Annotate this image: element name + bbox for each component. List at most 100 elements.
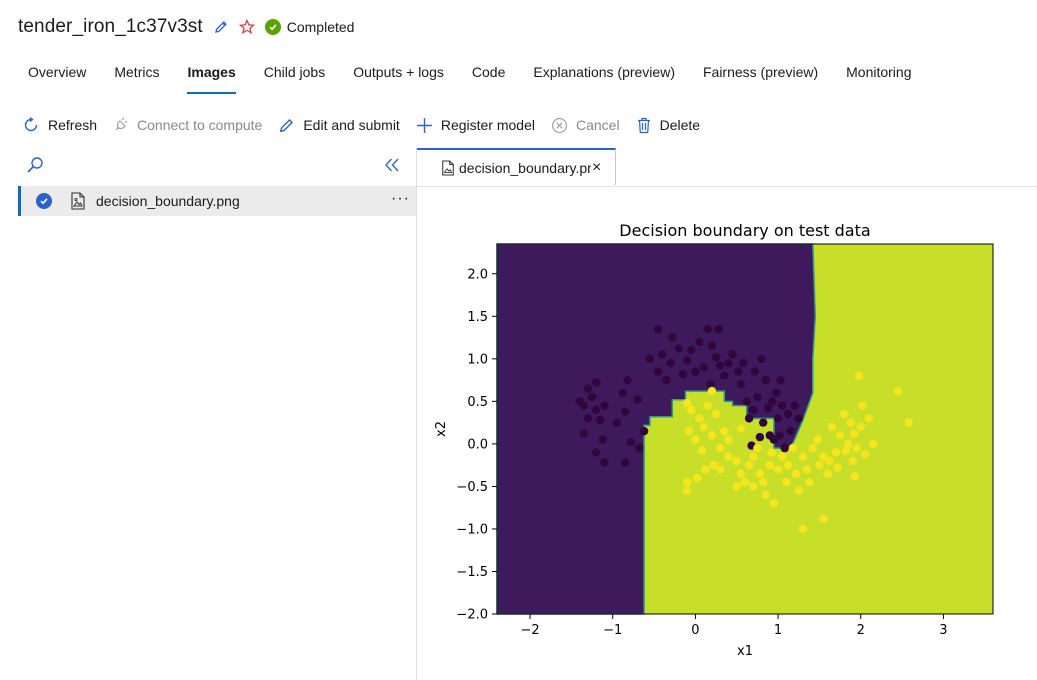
data-point xyxy=(714,324,723,334)
data-point xyxy=(626,438,636,447)
connect-compute-button[interactable]: Connect to compute xyxy=(113,117,262,133)
data-point xyxy=(623,375,632,385)
data-point xyxy=(815,460,824,470)
register-model-button[interactable]: Register model xyxy=(416,117,535,134)
data-point xyxy=(697,446,707,455)
y-tick-label: −2.0 xyxy=(456,608,488,623)
data-point xyxy=(695,337,704,346)
data-point xyxy=(720,371,729,380)
image-tab[interactable]: decision_boundary.pr × xyxy=(417,148,616,185)
edit-submit-button[interactable]: Edit and submit xyxy=(278,117,400,134)
command-bar: Refresh Connect to compute Edit and subm… xyxy=(22,114,716,136)
y-tick-label: 0.5 xyxy=(467,395,488,410)
data-point xyxy=(805,478,814,487)
data-point xyxy=(666,358,675,368)
tab-overview[interactable]: Overview xyxy=(28,64,87,80)
data-point xyxy=(583,384,593,393)
close-icon[interactable]: × xyxy=(592,158,602,176)
register-model-label: Register model xyxy=(440,117,535,133)
star-icon[interactable] xyxy=(238,19,255,35)
data-point xyxy=(728,350,737,359)
data-point xyxy=(744,414,754,423)
data-point xyxy=(765,460,774,470)
data-point xyxy=(709,460,718,470)
data-point xyxy=(768,397,777,406)
tab-fairness[interactable]: Fairness (preview) xyxy=(702,64,819,80)
data-point xyxy=(732,456,741,466)
data-point xyxy=(618,388,627,398)
tab-child-jobs[interactable]: Child jobs xyxy=(263,64,326,80)
cancel-button[interactable]: Cancel xyxy=(551,117,620,134)
data-point xyxy=(757,354,766,363)
data-point xyxy=(854,371,864,380)
data-point xyxy=(703,324,712,334)
data-point xyxy=(813,435,822,444)
data-point xyxy=(776,375,785,385)
data-point xyxy=(620,407,630,416)
decision-boundary-chart: −2 −1 0 1 2 3 −2.0 −1.5 −1.0 −0.5 0.0 0.5 1.0 1.5 2.0 D… xyxy=(434,221,994,659)
job-header: tender_iron_1c37v3st Completed xyxy=(18,14,354,40)
tab-code[interactable]: Code xyxy=(471,64,506,80)
more-options-icon[interactable]: ··· xyxy=(391,190,410,207)
collapse-pane-icon[interactable] xyxy=(384,158,400,177)
data-point xyxy=(802,465,812,474)
data-point xyxy=(592,405,601,415)
data-point xyxy=(749,482,758,491)
tab-metrics[interactable]: Metrics xyxy=(114,64,160,80)
data-point xyxy=(598,435,607,444)
delete-button[interactable]: Delete xyxy=(636,117,700,134)
data-point xyxy=(699,422,708,432)
data-point xyxy=(819,514,828,523)
tab-monitoring[interactable]: Monitoring xyxy=(846,64,912,80)
tab-explanations[interactable]: Explanations (preview) xyxy=(533,64,675,80)
data-point xyxy=(732,482,741,491)
data-point xyxy=(831,448,841,457)
data-point xyxy=(753,392,762,402)
y-tick-label: −0.5 xyxy=(456,480,488,495)
data-point xyxy=(778,401,787,410)
data-point xyxy=(753,443,762,453)
pencil-icon[interactable] xyxy=(213,19,229,35)
data-point xyxy=(790,401,799,410)
data-point xyxy=(668,333,677,342)
data-point xyxy=(682,486,692,495)
data-point xyxy=(579,429,588,438)
data-point xyxy=(739,358,748,368)
data-point xyxy=(775,431,784,440)
data-point xyxy=(654,324,663,334)
data-point xyxy=(716,443,725,453)
data-point xyxy=(692,473,702,483)
status-badge: Completed xyxy=(264,19,354,35)
data-point xyxy=(711,409,721,419)
y-tick-label: 2.0 xyxy=(467,267,488,282)
data-point xyxy=(682,478,692,487)
chart-title: Decision boundary on test data xyxy=(619,221,870,240)
pencil-icon xyxy=(280,118,294,132)
data-point xyxy=(583,414,593,423)
x-tick-label: 0 xyxy=(691,623,699,638)
data-point xyxy=(780,443,789,453)
data-point xyxy=(716,465,725,474)
data-point xyxy=(858,401,867,410)
data-point xyxy=(783,409,793,419)
list-item[interactable]: decision_boundary.png ··· xyxy=(18,186,416,216)
y-tick-label: 0.0 xyxy=(467,437,488,452)
image-tab-strip: decision_boundary.pr × xyxy=(417,148,1037,187)
data-point xyxy=(662,375,671,385)
data-point xyxy=(864,414,874,423)
data-point xyxy=(850,472,860,481)
data-point xyxy=(825,456,834,466)
search-icon[interactable] xyxy=(26,156,44,179)
tab-images[interactable]: Images xyxy=(173,56,249,94)
data-point xyxy=(706,380,715,389)
data-point xyxy=(841,446,851,455)
data-point xyxy=(592,448,601,457)
data-point xyxy=(763,404,773,413)
refresh-button[interactable]: Refresh xyxy=(22,116,97,134)
tab-outputs-logs[interactable]: Outputs + logs xyxy=(353,64,444,80)
plot-frame xyxy=(496,243,994,615)
checkmark-icon[interactable] xyxy=(36,193,52,209)
data-point xyxy=(848,456,857,466)
data-point xyxy=(798,524,808,534)
x-tick-label: −1 xyxy=(603,623,622,638)
